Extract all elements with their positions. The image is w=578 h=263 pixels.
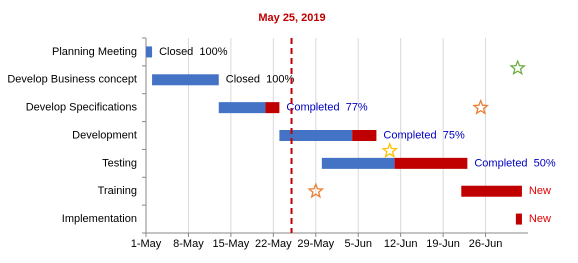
bar-label: Closed 100% <box>226 74 295 86</box>
milestone-star <box>381 141 399 158</box>
bar-label: Completed 50% <box>474 157 556 169</box>
x-tick-label: 26-Jun <box>469 238 503 250</box>
x-tick-label: 22-May <box>255 238 292 250</box>
y-tick-label: Training <box>98 185 137 197</box>
y-tick-label: Testing <box>102 157 137 169</box>
y-tick-label: Implementation <box>62 213 137 225</box>
x-tick-label: 5-Jun <box>344 238 372 250</box>
bar-remaining <box>394 157 468 169</box>
bar-label: Closed 100% <box>159 46 228 58</box>
bar-remaining <box>515 213 522 225</box>
x-tick-label: 8-May <box>173 238 204 250</box>
y-tick-label: Planning Meeting <box>52 46 137 58</box>
bar-label: New <box>529 213 551 225</box>
bar-complete <box>279 130 353 141</box>
milestone-star <box>509 59 527 76</box>
bar-remaining <box>352 130 377 141</box>
y-tick-label: Develop Business concept <box>7 74 137 86</box>
x-tick-label: 19-Jun <box>426 238 460 250</box>
milestone-star <box>307 182 325 199</box>
x-tick-label: 12-Jun <box>384 238 418 250</box>
bar-label: Completed 77% <box>286 102 368 114</box>
chart-title: May 25, 2019 <box>258 12 325 24</box>
bar-complete <box>218 102 266 114</box>
bar-label: Completed 75% <box>383 129 465 141</box>
y-tick-label: Development <box>72 129 137 141</box>
bar-complete <box>146 46 153 58</box>
y-tick-label: Develop Specifications <box>26 102 138 114</box>
bar-complete <box>152 74 219 86</box>
bar-remaining <box>461 185 522 197</box>
x-tick-label: 29-May <box>297 238 334 250</box>
bar-complete <box>321 157 395 169</box>
bar-remaining <box>265 102 280 114</box>
x-tick-label: 15-May <box>213 238 250 250</box>
x-tick-label: 1-May <box>131 238 162 250</box>
milestone-star <box>472 98 490 115</box>
bar-label: New <box>529 185 551 197</box>
